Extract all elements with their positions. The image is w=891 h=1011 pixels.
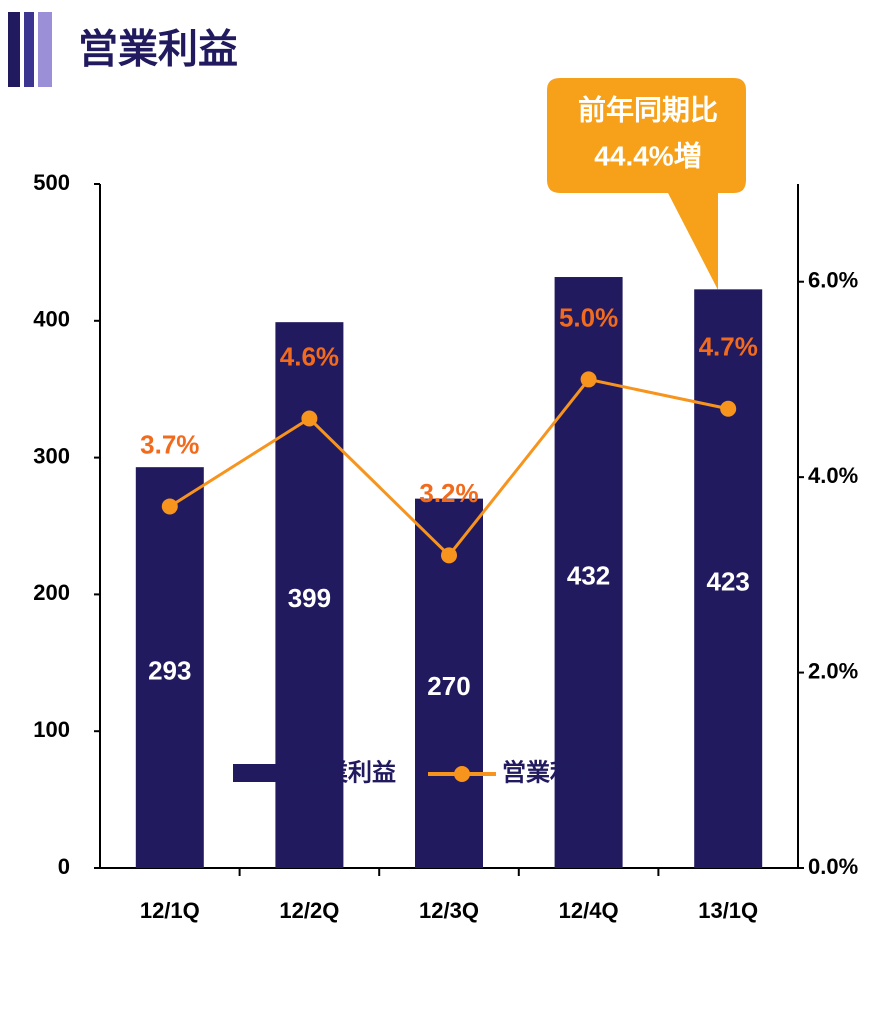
x-tick-label: 12/3Q xyxy=(419,898,479,923)
y-tick-label: 100 xyxy=(33,717,70,742)
line-label: 4.6% xyxy=(280,341,339,371)
bar-label: 432 xyxy=(567,560,610,590)
title-decor xyxy=(24,12,34,87)
bar xyxy=(694,289,763,868)
line-point xyxy=(301,410,318,427)
y-tick-label: 300 xyxy=(33,443,70,468)
line-point xyxy=(161,498,178,515)
line-point xyxy=(720,400,737,417)
y-tick-label: 200 xyxy=(33,580,70,605)
chart-title: 営業利益 xyxy=(78,28,238,72)
bar-label: 270 xyxy=(427,671,470,701)
line-point xyxy=(441,547,457,564)
legend-label: 営業利益 xyxy=(300,758,396,786)
legend-swatch xyxy=(233,764,293,782)
y-tick-label: 0 xyxy=(58,854,70,879)
title-decor xyxy=(38,12,52,87)
line-label: 4.7% xyxy=(699,332,758,362)
legend-label: 営業利益率 xyxy=(502,758,622,786)
x-tick-label: 12/1Q xyxy=(140,898,200,923)
bar-label: 423 xyxy=(707,567,750,597)
callout-text: 44.4%増 xyxy=(594,140,701,171)
y-tick-label: 500 xyxy=(33,170,70,195)
y2-tick-label: 4.0% xyxy=(808,463,858,488)
legend-swatch xyxy=(454,766,470,782)
bar-label: 293 xyxy=(148,655,191,685)
line-label: 3.7% xyxy=(140,429,199,459)
line-label: 3.2% xyxy=(419,478,478,508)
y-tick-label: 400 xyxy=(33,307,70,332)
bar xyxy=(135,467,204,868)
y2-tick-label: 2.0% xyxy=(808,658,858,683)
x-tick-label: 12/4Q xyxy=(559,898,619,923)
title-decor xyxy=(8,12,20,87)
callout-text: 前年同期比 xyxy=(578,93,718,125)
line-point xyxy=(580,371,597,388)
bar-label: 399 xyxy=(288,583,331,613)
y2-tick-label: 6.0% xyxy=(808,268,858,293)
x-tick-label: 13/1Q xyxy=(698,898,758,923)
line-label: 5.0% xyxy=(559,302,618,332)
y2-tick-label: 0.0% xyxy=(808,854,858,879)
x-tick-label: 12/2Q xyxy=(279,898,339,923)
callout xyxy=(547,78,746,290)
